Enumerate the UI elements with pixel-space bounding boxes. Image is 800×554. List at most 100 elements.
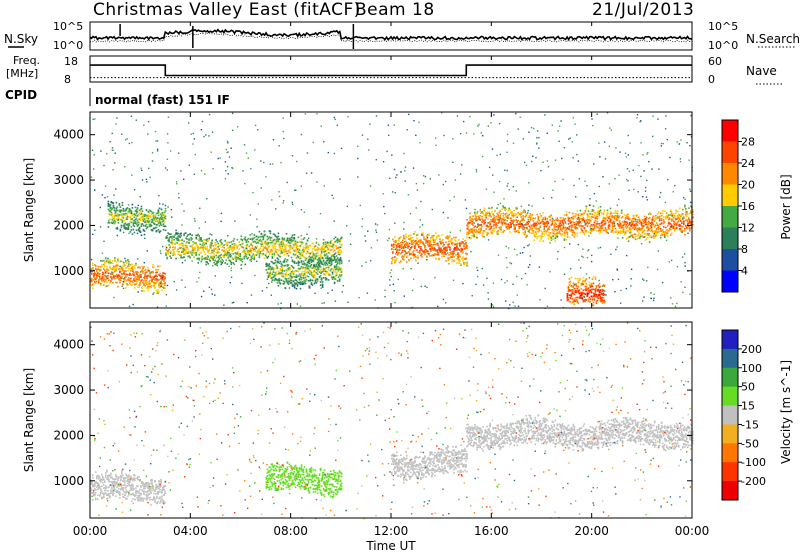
- power-pixel: [156, 224, 159, 226]
- power-pixel: [332, 243, 335, 246]
- power-pixel: [157, 211, 160, 214]
- power-pixel: [146, 277, 148, 279]
- power-pixel: [277, 235, 280, 238]
- power-pixel: [559, 228, 562, 230]
- power-pixel: [292, 246, 295, 249]
- power-pixel: [593, 227, 596, 229]
- power-pixel: [647, 217, 650, 220]
- power-pixel: [300, 282, 303, 285]
- power-pixel: [217, 242, 219, 245]
- power-pixel: [169, 236, 171, 238]
- power-pixel: [639, 233, 642, 236]
- power-pixel: [653, 236, 656, 239]
- power-pixel: [209, 257, 211, 260]
- power-pixel: [228, 248, 231, 251]
- power-pixel: [512, 220, 514, 223]
- power-pixel: [138, 222, 141, 225]
- power-pixel: [318, 258, 321, 260]
- power-pixel: [505, 223, 507, 226]
- power-pixel: [533, 239, 536, 242]
- power-pixel: [111, 222, 114, 225]
- power-pixel: [130, 221, 133, 224]
- power-pixel: [120, 226, 123, 228]
- power-pixel: [552, 218, 555, 221]
- power-pixel: [573, 221, 576, 224]
- power-pixel: [285, 269, 288, 272]
- power-pixel: [676, 217, 679, 220]
- power-pixel: [320, 261, 323, 264]
- power-pixel: [154, 226, 157, 229]
- power-pixel: [554, 228, 557, 231]
- power-pixel: [558, 224, 561, 226]
- power-pixel: [553, 227, 556, 229]
- power-pixel: [260, 243, 263, 245]
- power-pixel: [271, 261, 274, 263]
- power-pixel: [647, 221, 650, 223]
- power-pixel: [584, 211, 587, 213]
- power-pixel: [290, 271, 293, 273]
- power-pixel: [322, 244, 325, 247]
- power-pixel: [619, 231, 622, 234]
- power-pixel: [303, 237, 306, 239]
- power-pixel: [412, 239, 414, 242]
- power-pixel: [138, 284, 140, 286]
- power-pixel: [310, 267, 313, 269]
- power-pixel: [217, 256, 219, 258]
- power-pixel: [276, 266, 279, 268]
- power-pixel: [524, 211, 526, 214]
- power-pixel: [149, 283, 151, 285]
- power-pixel: [148, 287, 150, 289]
- power-pixel: [173, 253, 175, 255]
- power-pixel: [463, 248, 465, 250]
- power-pixel: [439, 240, 441, 243]
- power-pixel: [442, 253, 444, 255]
- power-pixel: [272, 247, 275, 250]
- power-pixel: [665, 234, 668, 236]
- power-pixel: [569, 220, 572, 223]
- power-pixel: [241, 243, 244, 245]
- power-pixel: [133, 222, 136, 224]
- power-pixel: [570, 293, 573, 296]
- power-pixel: [567, 289, 570, 292]
- power-pixel: [312, 259, 315, 262]
- power-pixel: [687, 219, 689, 222]
- power-pixel: [283, 270, 286, 272]
- power-pixel: [155, 224, 158, 226]
- power-pixel: [627, 213, 630, 216]
- power-pixel: [326, 271, 329, 274]
- power-pixel: [667, 218, 670, 221]
- power-pixel: [90, 283, 92, 286]
- power-pixel: [457, 253, 459, 256]
- power-pixel: [391, 248, 393, 250]
- power-pixel: [282, 280, 285, 282]
- power-pixel: [476, 230, 478, 232]
- power-pixel: [134, 287, 136, 289]
- power-pixel: [666, 235, 669, 237]
- power-pixel: [445, 241, 447, 243]
- power-pixel: [464, 243, 466, 245]
- power-pixel: [292, 253, 295, 256]
- power-pixel: [169, 245, 171, 247]
- power-pixel: [335, 258, 338, 261]
- power-pixel: [297, 260, 300, 263]
- power-pixel: [102, 280, 104, 283]
- power-pixel: [520, 212, 522, 214]
- power-pixel: [501, 224, 503, 226]
- power-pixel: [492, 229, 494, 231]
- power-pixel: [170, 241, 172, 244]
- power-pixel: [462, 238, 464, 240]
- power-pixel: [521, 218, 523, 220]
- power-pixel: [258, 253, 261, 255]
- power-pixel: [464, 240, 466, 242]
- power-pixel: [634, 223, 637, 225]
- power-pixel: [615, 218, 618, 220]
- power-pixel: [592, 205, 595, 207]
- power-pixel: [262, 236, 265, 238]
- power-pixel: [533, 225, 536, 228]
- power-pixel: [669, 210, 672, 213]
- power-pixel: [148, 269, 150, 272]
- power-pixel: [300, 251, 303, 253]
- power-pixel: [517, 219, 519, 222]
- power-pixel: [273, 245, 276, 247]
- power-pixel: [132, 266, 134, 268]
